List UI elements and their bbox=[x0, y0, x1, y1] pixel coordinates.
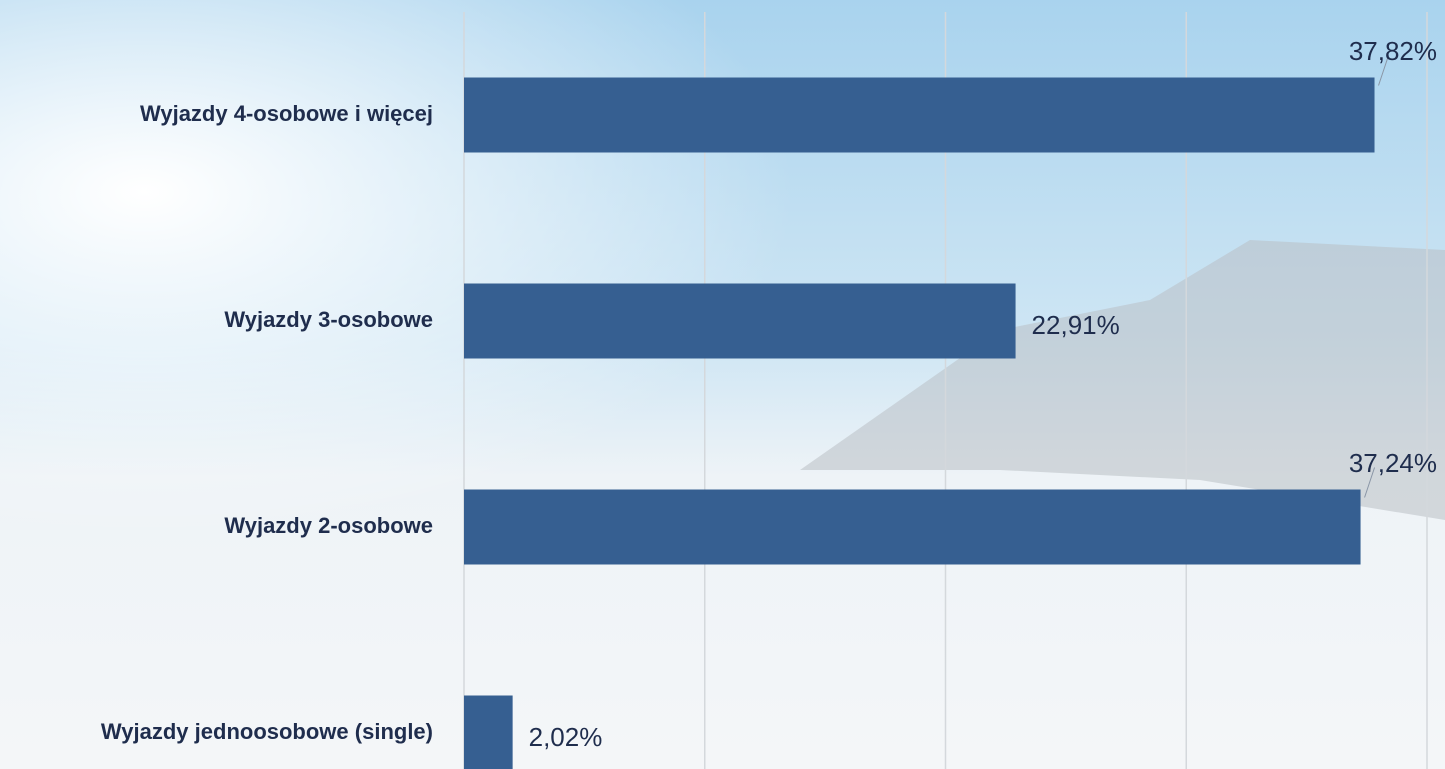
mountain bbox=[800, 240, 1445, 520]
value-label: 37,24% bbox=[1349, 448, 1437, 478]
category-label: Wyjazdy jednoosobowe (single) bbox=[101, 719, 433, 744]
leader-line bbox=[1378, 55, 1389, 86]
category-label: Wyjazdy 4-osobowe i więcej bbox=[140, 101, 433, 126]
category-label: Wyjazdy 2-osobowe bbox=[224, 513, 433, 538]
value-label: 37,82% bbox=[1349, 36, 1437, 66]
leader-line bbox=[1364, 467, 1376, 498]
value-label: 22,91% bbox=[1032, 310, 1120, 340]
category-label: Wyjazdy 3-osobowe bbox=[224, 307, 433, 332]
bar bbox=[464, 77, 1375, 153]
bar bbox=[464, 489, 1361, 565]
bar bbox=[464, 695, 513, 769]
bar bbox=[464, 283, 1016, 359]
value-label: 2,02% bbox=[529, 722, 603, 752]
